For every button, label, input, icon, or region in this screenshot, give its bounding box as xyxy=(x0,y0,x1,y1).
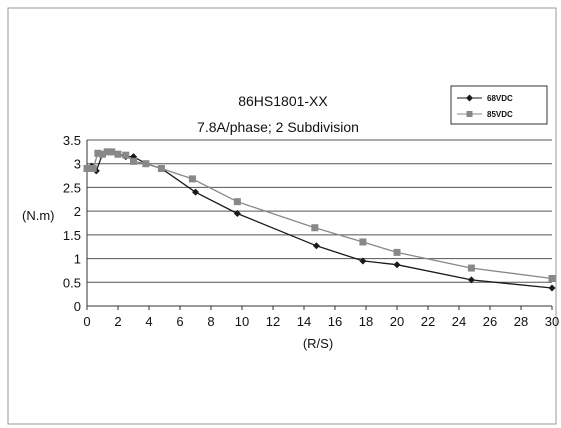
x-tick-label: 10 xyxy=(235,314,249,329)
x-tick-label: 8 xyxy=(207,314,214,329)
x-tick-label: 20 xyxy=(390,314,404,329)
data-point-68vdc xyxy=(192,188,199,196)
y-tick-labels: 0 0.5 1 1.5 2 2.5 3 3.5 xyxy=(63,133,81,314)
data-point-85vdc xyxy=(103,148,111,156)
series-line-68vdc xyxy=(86,151,553,289)
data-point-85vdc xyxy=(99,150,106,158)
data-point-85vdc xyxy=(157,164,165,172)
x-tick-label: 18 xyxy=(359,314,373,329)
legend-label-85vdc: 85VDC xyxy=(487,110,513,119)
data-point-85vdc xyxy=(188,175,196,183)
data-point-85vdc xyxy=(122,151,130,159)
series-line-85vdc xyxy=(87,151,553,280)
legend-marker-68vdc xyxy=(466,94,473,102)
data-point-85vdc xyxy=(89,164,97,172)
data-point-85vdc xyxy=(142,160,150,168)
data-point-85vdc xyxy=(311,224,319,232)
data-point-68vdc xyxy=(359,257,367,265)
legend-label-68vdc: 68VDC xyxy=(487,94,513,103)
x-tick-label: 14 xyxy=(297,314,311,329)
data-point-68vdc xyxy=(233,210,241,218)
y-tick-label: 0 xyxy=(74,299,81,314)
chart-title: 86HS1801-XX xyxy=(238,93,328,109)
data-point-85vdc xyxy=(233,198,241,206)
y-tick-label: 2.5 xyxy=(63,180,81,195)
data-point-85vdc xyxy=(130,157,137,165)
data-point-85vdc xyxy=(359,238,367,246)
legend: 68VDC 85VDC xyxy=(450,85,548,125)
data-point-68vdc xyxy=(312,242,320,250)
x-tick-label: 24 xyxy=(452,314,466,329)
data-point-85vdc xyxy=(94,149,102,157)
legend-marker-85vdc xyxy=(466,111,473,117)
x-tick-label: 0 xyxy=(83,314,90,329)
y-tick-label: 3.5 xyxy=(63,133,81,148)
y-tick-label: 3 xyxy=(74,157,81,172)
data-point-68vdc xyxy=(548,284,556,292)
data-point-85vdc xyxy=(114,150,122,158)
x-tick-label: 2 xyxy=(114,314,121,329)
data-point-85vdc xyxy=(393,248,401,256)
y-tick-label: 2 xyxy=(74,204,81,219)
y-tick-label: 1.5 xyxy=(63,228,81,243)
x-axis-label: (R/S) xyxy=(303,336,333,351)
series-85vdc xyxy=(83,148,556,282)
x-tick-label: 26 xyxy=(483,314,497,329)
x-tick-labels: 0 2 4 6 8 10 12 14 16 18 20 22 24 26 28 30 xyxy=(83,314,559,329)
chart-subtitle: 7.8A/phase; 2 Subdivision xyxy=(197,119,359,135)
x-tick-label: 22 xyxy=(421,314,435,329)
data-point-85vdc xyxy=(467,264,475,272)
x-tick-label: 12 xyxy=(266,314,280,329)
legend-box xyxy=(450,85,548,125)
y-axis-label: (N.m) xyxy=(22,208,55,223)
data-point-68vdc xyxy=(393,261,401,269)
x-tick-label: 28 xyxy=(514,314,528,329)
x-tick-label: 30 xyxy=(545,314,559,329)
x-tick-label: 16 xyxy=(328,314,342,329)
data-point-85vdc xyxy=(108,148,116,156)
data-point-85vdc xyxy=(83,164,91,172)
series-layer xyxy=(83,148,556,292)
data-point-85vdc xyxy=(548,274,556,282)
y-tick-label: 1 xyxy=(74,252,81,267)
data-point-68vdc xyxy=(467,276,475,284)
chart-border xyxy=(7,7,557,425)
axes xyxy=(86,140,553,310)
x-tick-label: 6 xyxy=(176,314,183,329)
y-tick-label: 0.5 xyxy=(63,275,81,290)
x-tick-label: 4 xyxy=(145,314,152,329)
